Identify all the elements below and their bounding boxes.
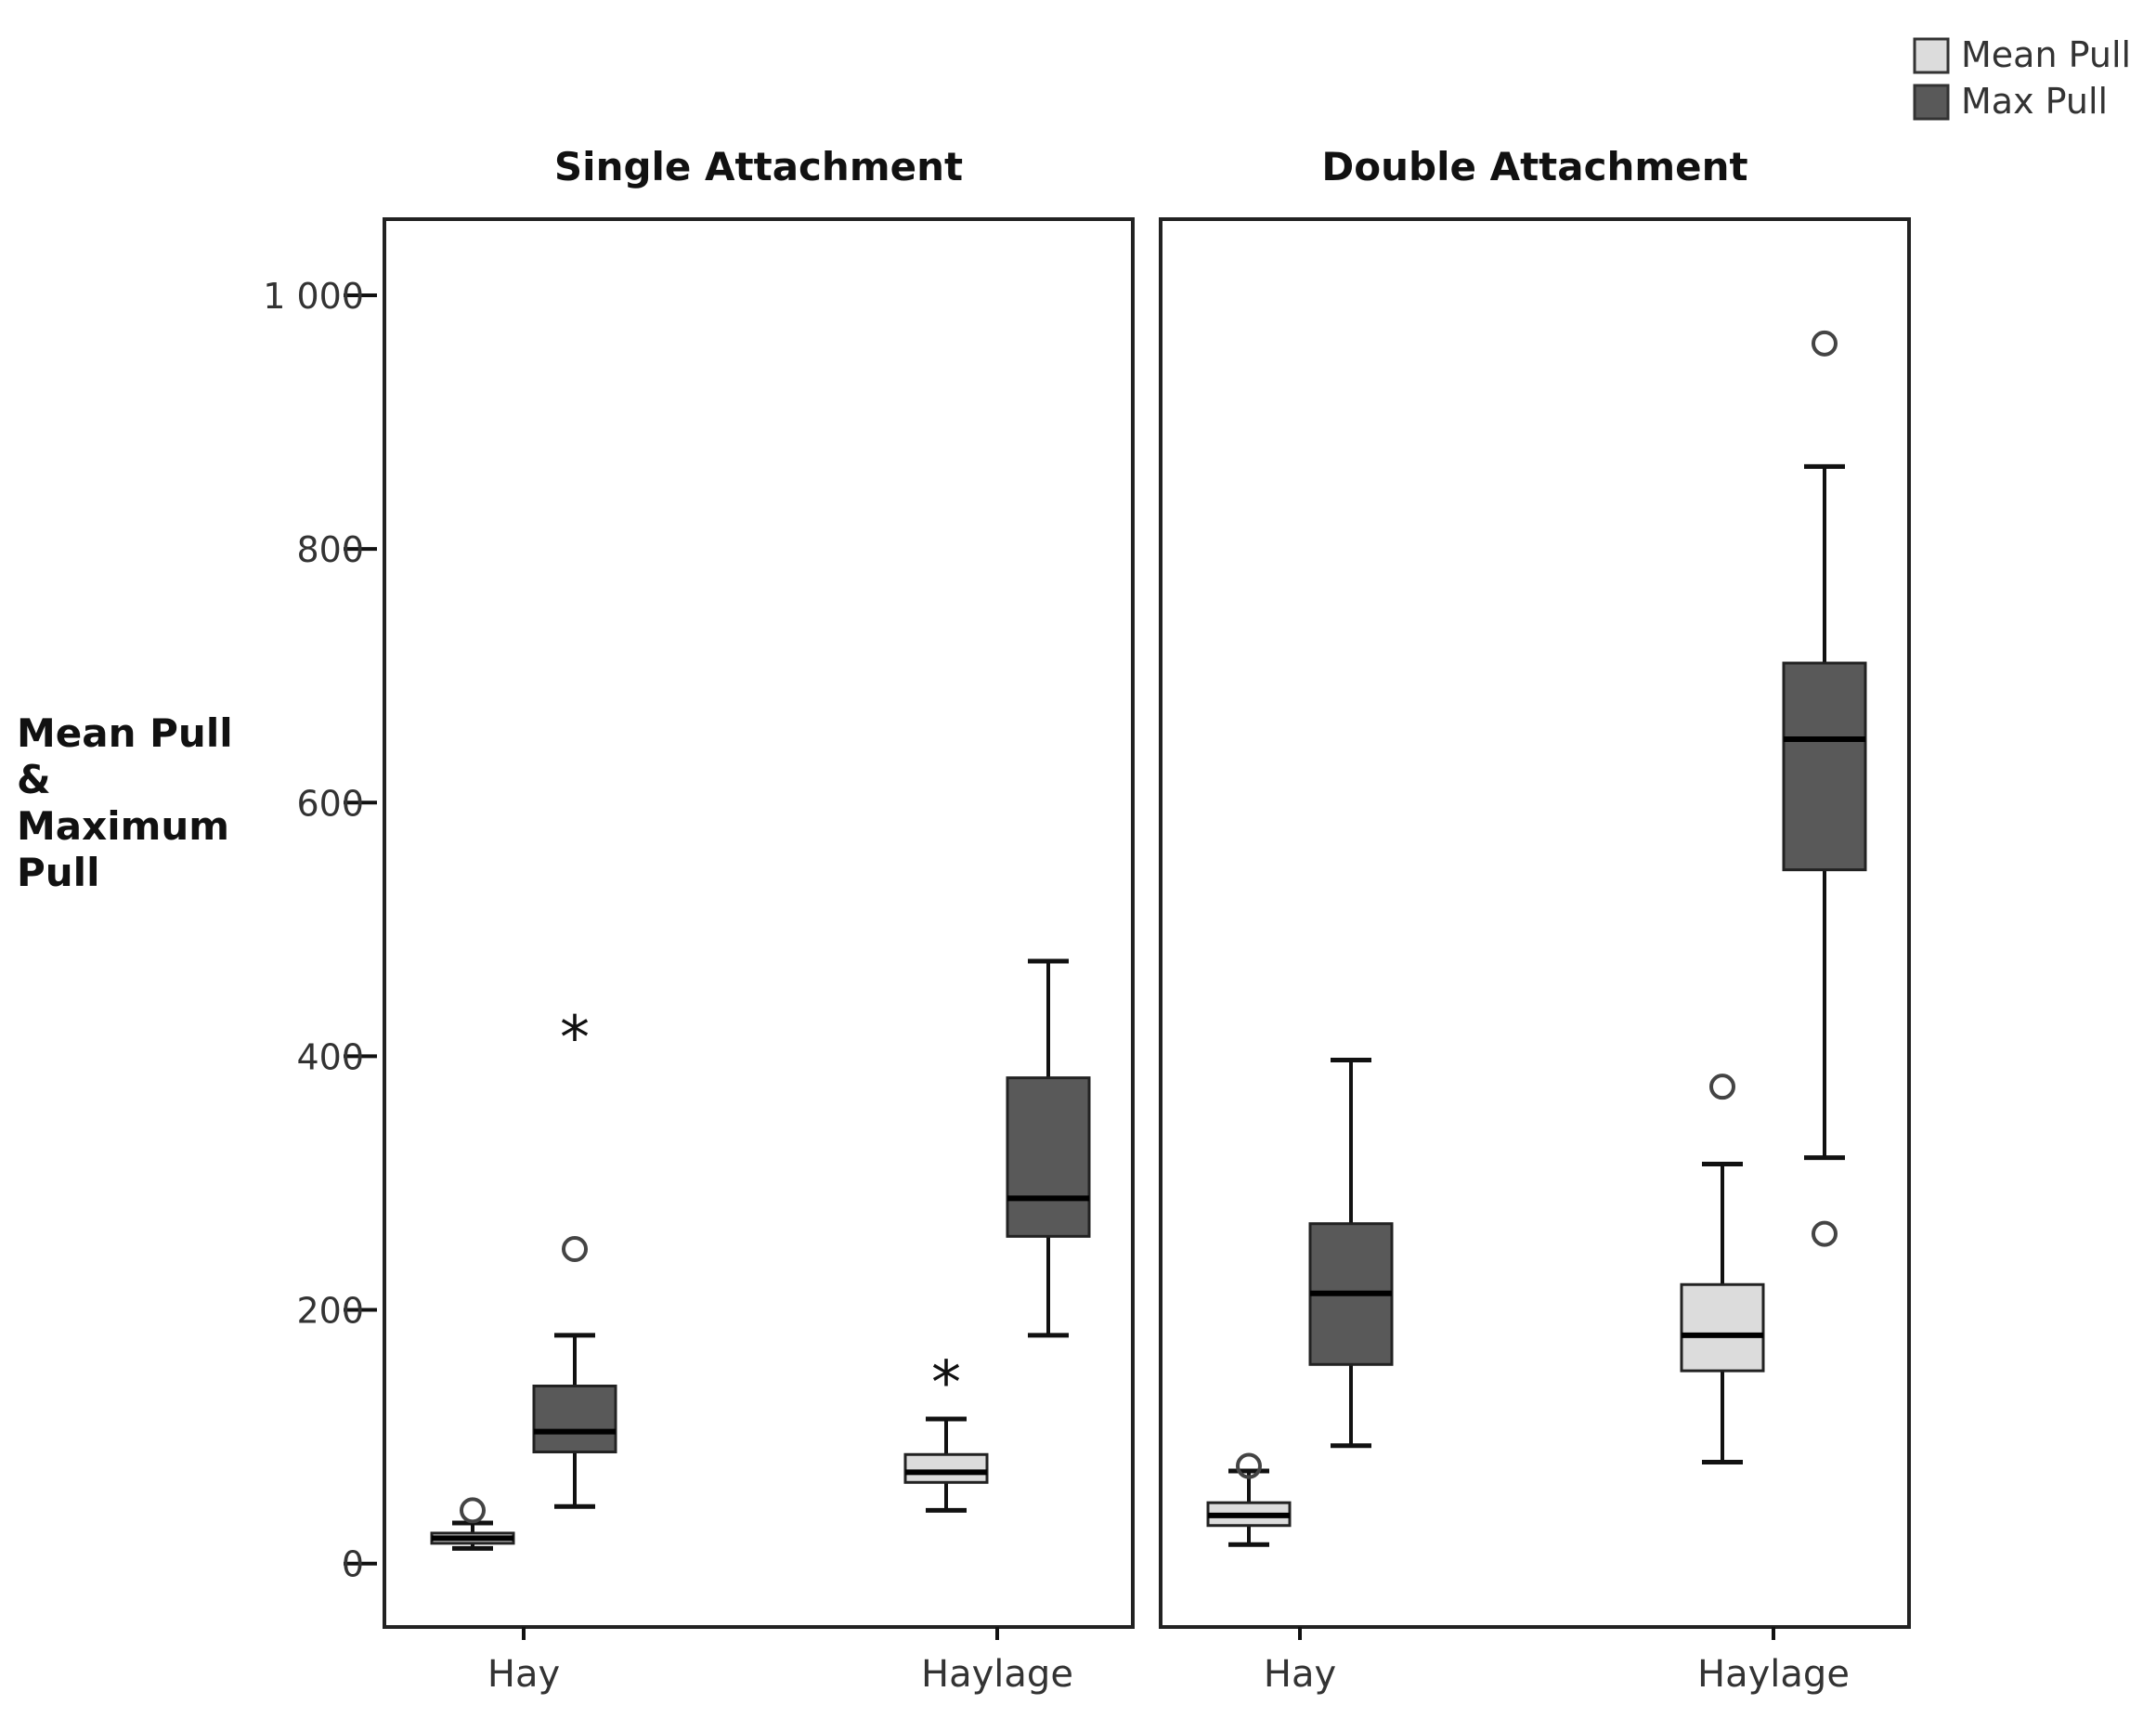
- y-tick-label: 400: [296, 1036, 364, 1077]
- y-axis-label-line-3: Maximum: [17, 803, 230, 849]
- x-tick-label: Hay: [487, 1653, 560, 1696]
- x-tick-label: Haylage: [1697, 1653, 1850, 1696]
- box: [1680, 1282, 1765, 1373]
- y-tick-label: 200: [296, 1291, 364, 1332]
- x-tick-label: Haylage: [921, 1653, 1073, 1696]
- box: [1006, 1076, 1091, 1238]
- outlier-circle: [1812, 330, 1838, 357]
- panel-title: Double Attachment: [1321, 144, 1747, 189]
- box: [903, 1452, 989, 1484]
- y-tick-label: 800: [296, 529, 364, 570]
- outlier-circle: [1709, 1074, 1735, 1100]
- box: [1782, 661, 1867, 872]
- legend-label: Mean Pull: [1961, 34, 2131, 75]
- legend-label: Max Pull: [1961, 81, 2108, 122]
- outlier-circle: [1236, 1452, 1262, 1479]
- legend-swatch: [1913, 84, 1950, 121]
- outlier-circle: [562, 1236, 588, 1263]
- outlier-star: *: [931, 1349, 961, 1418]
- x-tick-label: Hay: [1264, 1653, 1336, 1696]
- panel-frame: [1159, 217, 1911, 1629]
- y-axis-label-line-4: Pull: [17, 850, 100, 895]
- y-axis-label-line-2: &: [17, 757, 51, 802]
- outlier-star: *: [560, 1004, 590, 1073]
- legend-swatch: [1913, 37, 1950, 74]
- panel-frame: [383, 217, 1135, 1629]
- outlier-circle: [460, 1497, 486, 1524]
- y-tick-label: 1 000: [263, 276, 364, 317]
- outlier-circle: [1812, 1220, 1838, 1247]
- y-axis-label-line-1: Mean Pull: [17, 710, 233, 756]
- box: [532, 1385, 617, 1454]
- panel-title: Single Attachment: [554, 144, 963, 189]
- y-tick-label: 600: [296, 783, 364, 824]
- y-tick-label: 0: [342, 1544, 364, 1585]
